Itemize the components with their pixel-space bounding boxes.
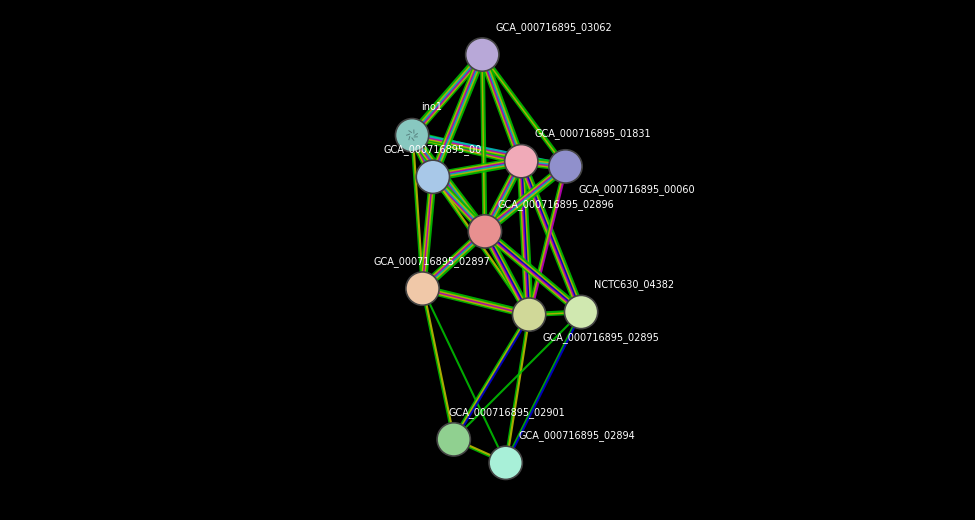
Text: GCA_000716895_03062: GCA_000716895_03062 [495, 22, 612, 33]
Text: GCA_000716895_01831: GCA_000716895_01831 [534, 128, 651, 139]
Text: GCA_000716895_00060: GCA_000716895_00060 [578, 184, 695, 195]
Circle shape [396, 119, 429, 152]
Text: GCA_000716895_02895: GCA_000716895_02895 [542, 332, 659, 343]
Circle shape [513, 298, 546, 331]
Text: GCA_000716895_02897: GCA_000716895_02897 [373, 256, 490, 267]
Circle shape [489, 446, 523, 479]
Circle shape [406, 272, 439, 305]
Circle shape [505, 145, 538, 178]
Text: GCA_000716895_00: GCA_000716895_00 [383, 144, 482, 155]
Circle shape [549, 150, 582, 183]
Text: ino1: ino1 [421, 102, 443, 112]
Circle shape [416, 160, 449, 193]
Text: GCA_000716895_02901: GCA_000716895_02901 [448, 407, 566, 418]
Circle shape [468, 215, 501, 248]
Circle shape [437, 423, 470, 456]
Circle shape [466, 38, 499, 71]
Text: NCTC630_04382: NCTC630_04382 [594, 279, 675, 290]
Circle shape [565, 295, 598, 329]
Text: GCA_000716895_02896: GCA_000716895_02896 [498, 199, 614, 210]
Text: GCA_000716895_02894: GCA_000716895_02894 [519, 430, 636, 441]
